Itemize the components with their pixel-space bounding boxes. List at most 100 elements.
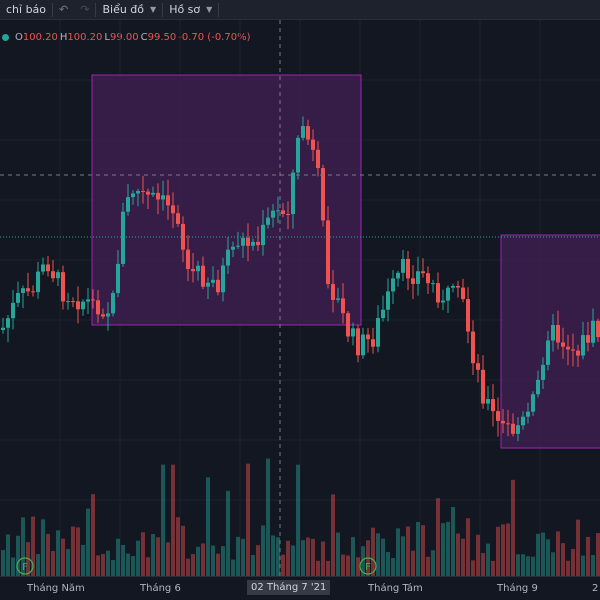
candle-body xyxy=(591,320,595,343)
candle-body xyxy=(76,301,80,310)
chart-menu-button[interactable]: Biểu đồ ▼ xyxy=(96,0,162,20)
volume-bar xyxy=(101,554,105,576)
candle-body xyxy=(496,411,500,421)
candle-body xyxy=(46,264,50,272)
candle-body xyxy=(411,278,415,284)
high-value: 100.20 xyxy=(67,31,103,43)
candle-body xyxy=(66,301,70,303)
volume-bar xyxy=(96,555,100,576)
time-tick: Tháng 9 xyxy=(497,583,538,594)
volume-bar xyxy=(581,555,585,576)
candle-body xyxy=(501,420,505,424)
volume-bar xyxy=(491,560,495,576)
candle-body xyxy=(586,335,590,343)
toolbar-divider xyxy=(52,2,54,17)
volume-bar xyxy=(106,550,110,576)
redo-icon[interactable]: ↷ xyxy=(80,3,90,16)
candle-body xyxy=(281,210,285,214)
volume-bar xyxy=(301,540,305,576)
volume-bar xyxy=(321,541,325,576)
volume-bar xyxy=(396,528,400,576)
earnings-marker-label: F xyxy=(365,562,371,573)
volume-bar xyxy=(191,554,195,576)
time-axis[interactable]: Tháng Năm Tháng 6 02 Tháng 7 '21 Tháng T… xyxy=(0,576,600,600)
volume-bar xyxy=(151,533,155,576)
volume-bar xyxy=(546,539,550,576)
candle-body xyxy=(471,331,475,364)
price-chart[interactable]: F F xyxy=(0,0,600,576)
candle-body xyxy=(331,284,335,300)
volume-bar xyxy=(31,516,35,576)
earnings-marker-2: F xyxy=(359,557,377,575)
candle-body xyxy=(506,423,510,425)
candle-body xyxy=(516,425,520,434)
candle-body xyxy=(81,301,85,310)
candle-body xyxy=(546,340,550,365)
volume-bar xyxy=(256,545,260,576)
candle-body xyxy=(376,318,380,347)
volume-bar xyxy=(401,536,405,576)
volume-bar xyxy=(201,543,205,576)
indicators-button[interactable]: chỉ báo xyxy=(0,0,52,20)
candle-body xyxy=(461,287,465,300)
candle-body xyxy=(316,149,320,169)
candle-body xyxy=(401,258,405,273)
volume-bar xyxy=(46,533,50,576)
candle-body xyxy=(91,299,95,301)
candle-body xyxy=(11,302,15,319)
volume-bar xyxy=(521,554,525,576)
volume-bar xyxy=(421,525,425,576)
close-key: C xyxy=(140,31,148,43)
volume-bar xyxy=(166,542,170,576)
time-tick: Tháng Tám xyxy=(368,583,423,594)
candle-body xyxy=(231,246,235,250)
volume-bar xyxy=(36,554,40,576)
volume-bar xyxy=(291,545,295,576)
open-value: 100.20 xyxy=(22,31,58,43)
volume-bar xyxy=(91,494,95,576)
candle-body xyxy=(126,197,130,212)
volume-bar xyxy=(231,559,235,576)
volume-bar xyxy=(1,550,5,576)
candle-body xyxy=(146,191,150,195)
volume-bar xyxy=(551,552,555,576)
volume-bar xyxy=(466,518,470,576)
profile-menu-button[interactable]: Hồ sơ ▼ xyxy=(163,0,218,20)
candle-body xyxy=(536,379,540,395)
volume-bar xyxy=(221,546,225,576)
volume-bar xyxy=(501,524,505,576)
low-value: 99.00 xyxy=(109,31,139,43)
profile-menu-label: Hồ sơ xyxy=(169,3,201,16)
candle-body xyxy=(276,210,280,212)
candle-body xyxy=(336,298,340,300)
volume-bar xyxy=(351,537,355,576)
volume-bar xyxy=(206,477,210,576)
candle-body xyxy=(456,285,460,288)
candle-body xyxy=(21,288,25,293)
volume-bar xyxy=(386,551,390,576)
volume-bar xyxy=(266,458,270,576)
time-tick: 2 xyxy=(592,583,599,594)
indicators-label: chỉ báo xyxy=(6,3,47,16)
candle-body xyxy=(441,300,445,303)
volume-bar xyxy=(286,540,290,576)
candle-body xyxy=(271,210,275,218)
volume-bar xyxy=(481,553,485,576)
candle-body xyxy=(381,309,385,319)
volume-bar xyxy=(51,550,55,576)
candle-body xyxy=(221,265,225,293)
candle-body xyxy=(396,272,400,279)
candle-body xyxy=(96,300,100,315)
volume-bar xyxy=(56,530,60,576)
candle-body xyxy=(121,211,125,264)
candle-body xyxy=(491,399,495,412)
volume-bar xyxy=(196,546,200,576)
volume-bar xyxy=(111,560,115,576)
candle-body xyxy=(576,350,580,356)
volume-bar xyxy=(216,553,220,576)
volume-bar xyxy=(11,557,15,576)
undo-icon[interactable]: ↶ xyxy=(59,3,69,16)
volume-bar xyxy=(591,554,595,576)
time-tick: Tháng Năm xyxy=(27,583,85,594)
candle-body xyxy=(391,278,395,292)
